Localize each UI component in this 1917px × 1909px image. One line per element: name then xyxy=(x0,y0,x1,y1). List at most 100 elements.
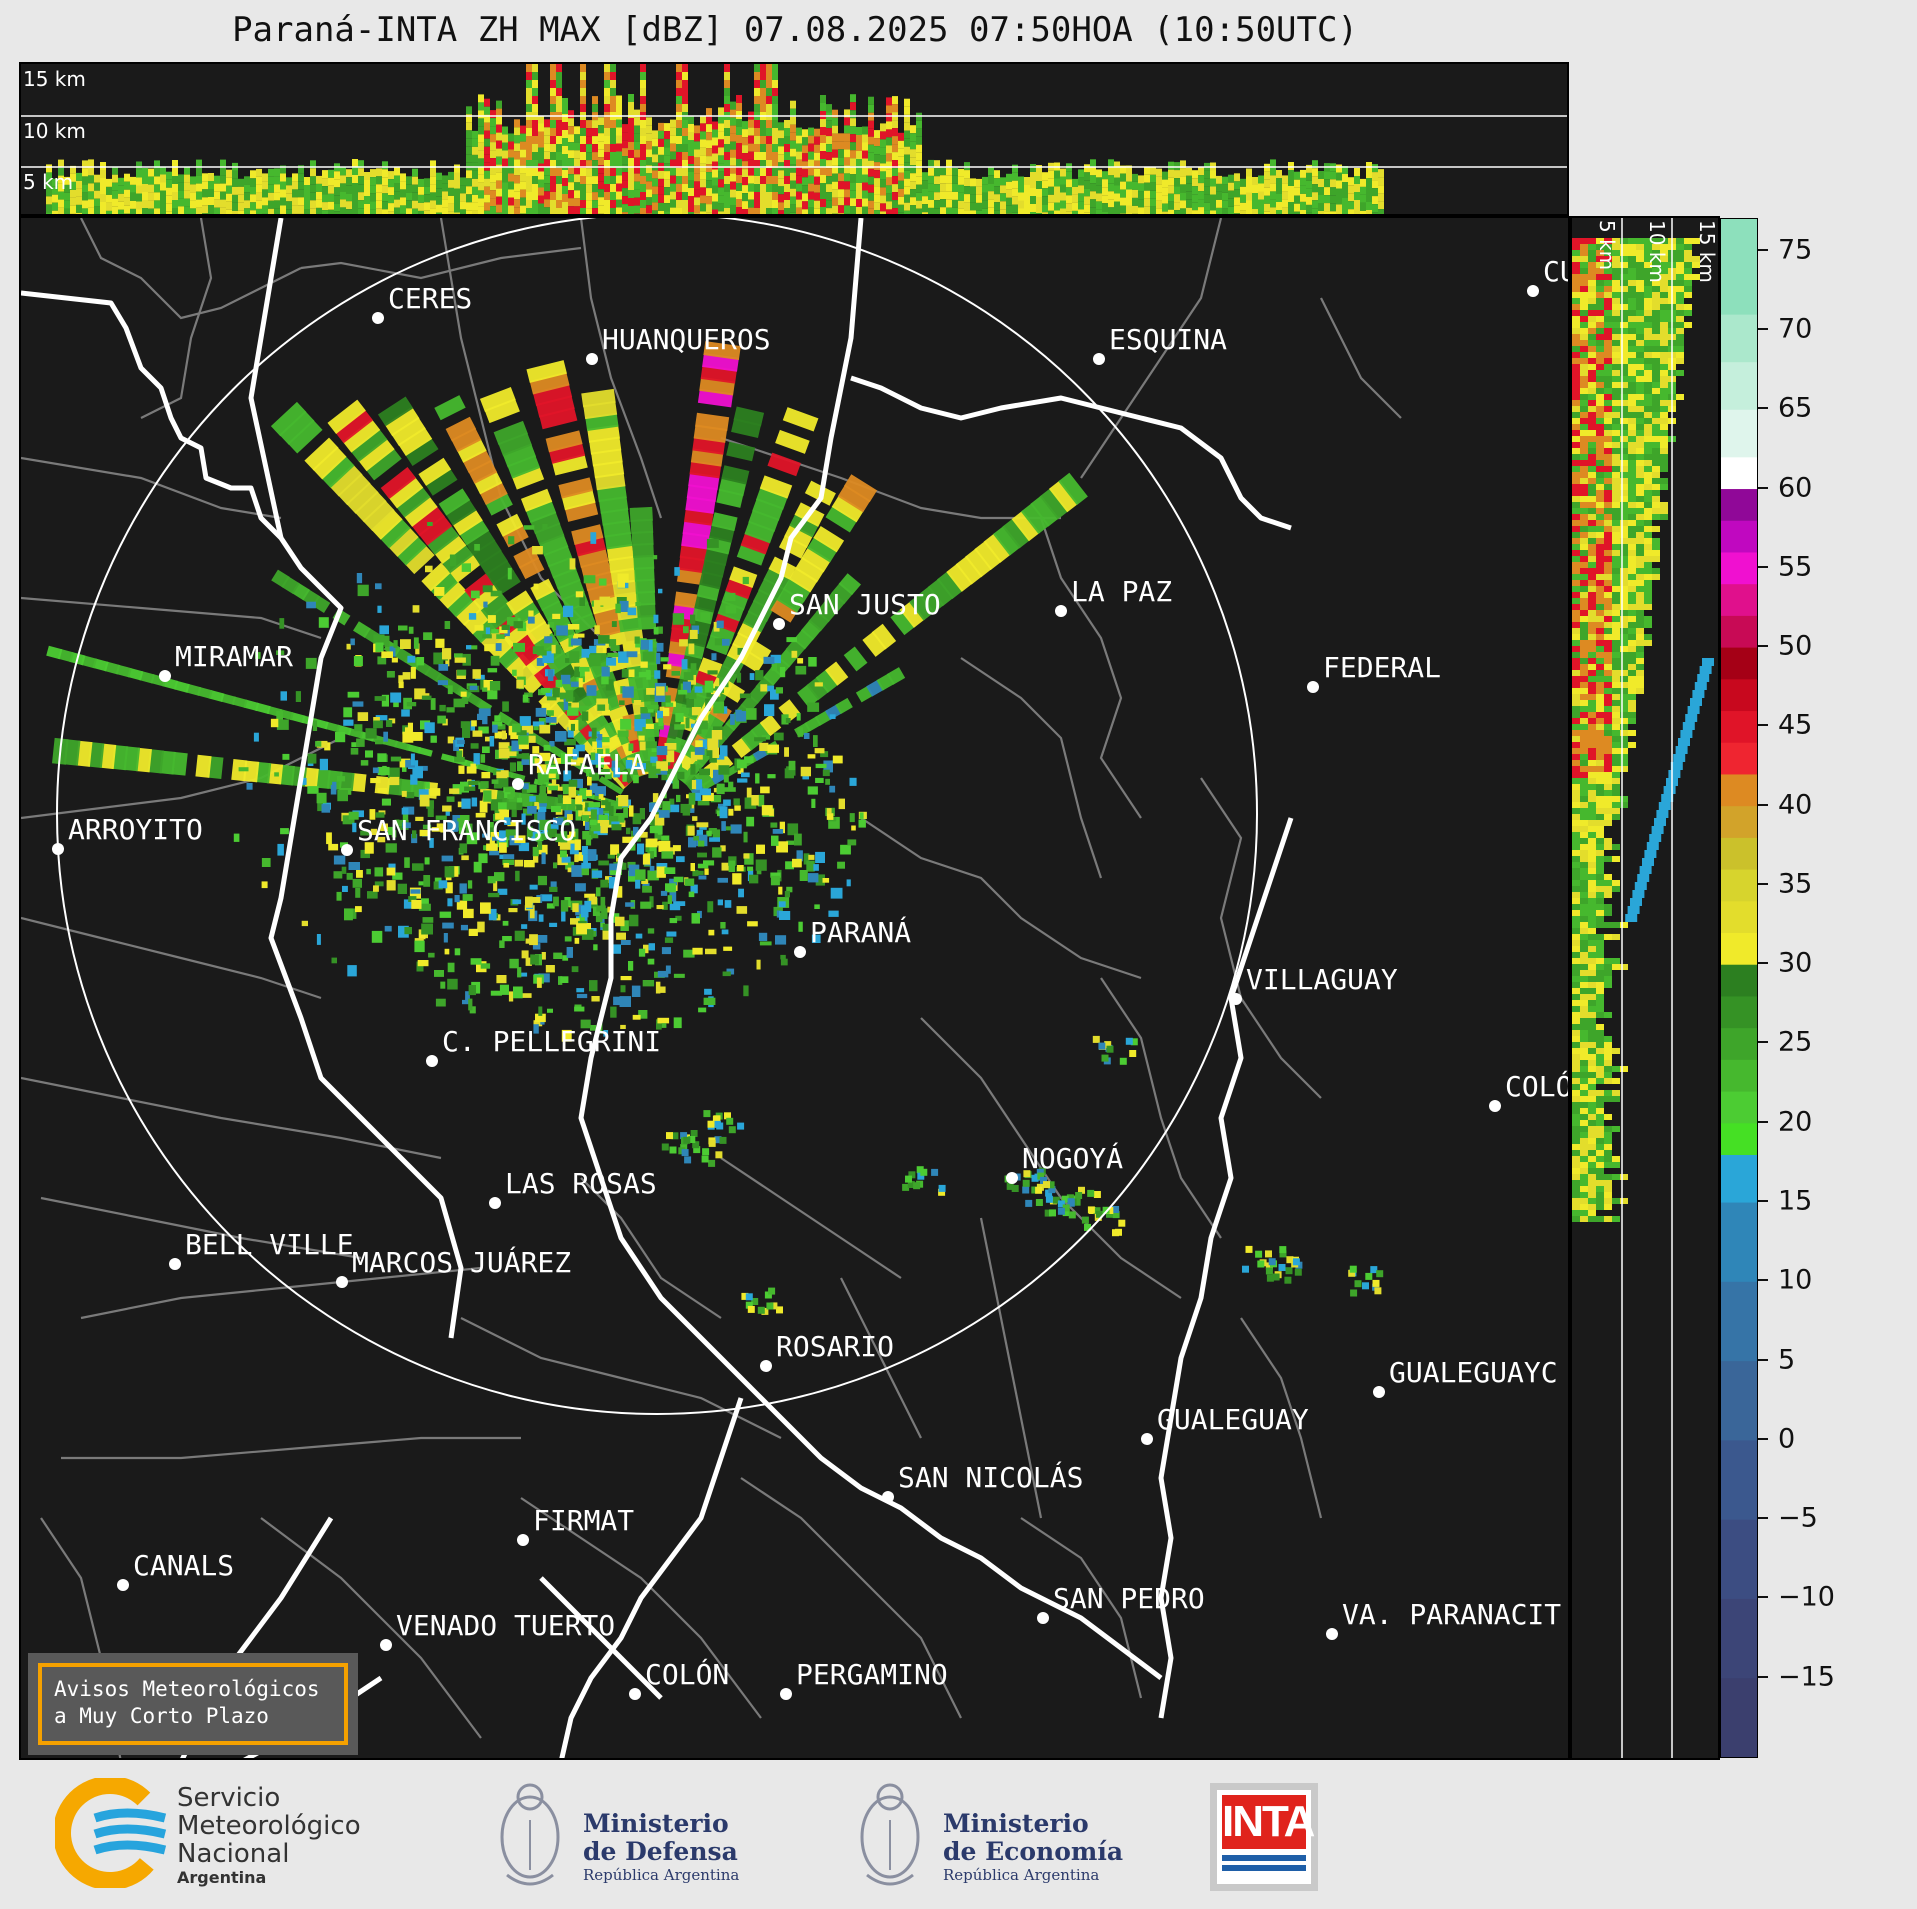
cross-section-cell xyxy=(760,72,766,80)
cross-section-cell xyxy=(1620,424,1628,430)
radar-echo-cell xyxy=(539,406,578,430)
cross-section-cell xyxy=(520,165,526,174)
radar-echo-cell xyxy=(597,748,604,757)
cross-section-cell xyxy=(250,194,256,203)
cross-section-cell xyxy=(1198,175,1204,184)
radar-echo-cell xyxy=(355,906,362,913)
cross-section-cell xyxy=(604,152,610,160)
cross-section-cell xyxy=(688,196,694,204)
radar-echo-cell xyxy=(430,735,437,743)
radar-echo-cell xyxy=(328,843,339,851)
radar-echo-cell xyxy=(463,908,474,919)
radar-echo-cell xyxy=(468,459,498,484)
cross-section-cell xyxy=(1628,490,1636,496)
cross-section-cell xyxy=(1180,184,1186,193)
cross-section-cell xyxy=(1628,568,1636,574)
cross-section-cell xyxy=(1620,502,1628,508)
radar-echo-cell xyxy=(384,635,390,647)
cross-section-cell xyxy=(886,185,892,194)
cross-section-cell xyxy=(1342,166,1348,174)
radar-echo-cell xyxy=(564,500,599,522)
radar-echo-cell xyxy=(761,735,771,740)
cross-section-cell xyxy=(1620,382,1628,388)
cross-section-cell xyxy=(1652,274,1660,280)
cross-section-cell xyxy=(682,168,688,176)
radar-echo-cell xyxy=(489,850,500,856)
cross-section-cell xyxy=(910,205,916,214)
radar-echo-cell xyxy=(472,730,483,737)
city-dot xyxy=(794,946,806,958)
cross-section-cell xyxy=(526,160,532,168)
radar-echo-cell xyxy=(622,770,627,782)
radar-echo-cell xyxy=(721,929,729,935)
cross-section-cell xyxy=(898,180,904,189)
cross-section-cell xyxy=(724,136,730,144)
radar-echo-cell xyxy=(692,752,703,760)
city-dot xyxy=(512,778,524,790)
radar-echo-cell xyxy=(657,970,669,978)
cross-section-cell xyxy=(496,124,502,133)
cross-section-cell xyxy=(424,202,430,211)
cross-section-cell xyxy=(790,140,796,149)
cross-section-cell xyxy=(502,174,508,183)
radar-echo-cell xyxy=(713,701,725,714)
cross-section-cell xyxy=(202,205,208,214)
cross-section-cell xyxy=(1006,189,1012,198)
cross-section-cell xyxy=(190,176,196,185)
radar-echo-cell xyxy=(601,737,610,743)
radar-echo-cell xyxy=(441,855,454,862)
cross-section-cell xyxy=(1596,598,1604,604)
cross-section-cell xyxy=(376,200,382,209)
radar-echo-cell xyxy=(651,819,656,826)
radar-echo-cell xyxy=(1084,1223,1091,1231)
cross-section-cell xyxy=(298,205,304,214)
cross-section-cell xyxy=(730,157,736,166)
cross-section-cell xyxy=(1660,346,1668,352)
cross-section-cell xyxy=(478,150,484,159)
cross-section-cell xyxy=(1288,194,1294,202)
cross-section-cell xyxy=(1636,496,1644,502)
radar-echo-cell xyxy=(672,845,681,852)
cross-section-cell xyxy=(1644,238,1652,244)
cross-section-cell xyxy=(166,171,172,180)
cross-section-cell xyxy=(640,208,646,214)
cross-section-cell xyxy=(178,190,184,199)
radar-echo-cell xyxy=(594,625,600,635)
cross-section-cell xyxy=(694,205,700,214)
cross-section-cell xyxy=(538,179,544,188)
radar-echo-cell xyxy=(424,857,430,865)
cross-section-cell xyxy=(1612,328,1620,334)
cross-section-cell xyxy=(316,183,322,192)
cross-section-cell xyxy=(1580,436,1588,442)
cross-section-cell xyxy=(514,151,520,160)
cross-section-cell xyxy=(388,187,394,196)
cross-section-cell xyxy=(958,176,964,185)
cross-section-cell xyxy=(1676,370,1684,376)
cross-section-cell xyxy=(844,181,850,190)
cross-section-cell xyxy=(298,173,304,182)
cross-section-cell xyxy=(1204,194,1210,203)
radar-echo-cell xyxy=(571,702,579,708)
city-firmat: FIRMAT xyxy=(517,1504,634,1546)
cross-section-cell xyxy=(1198,199,1204,208)
radar-echo-cell xyxy=(545,965,555,973)
radar-echo-cell xyxy=(775,935,787,945)
cross-section-cell xyxy=(742,193,748,202)
radar-echo-cell xyxy=(681,1149,689,1157)
cross-section-cell xyxy=(94,182,100,191)
cross-section-cell xyxy=(526,184,532,192)
radar-echo-cell xyxy=(513,642,525,652)
cross-section-cell xyxy=(1644,556,1652,562)
cross-section-cell xyxy=(406,200,412,209)
radar-echo-cell xyxy=(620,718,632,730)
radar-echo-cell xyxy=(1073,1198,1081,1206)
radar-echo-cell xyxy=(691,723,697,728)
cross-section-cell xyxy=(238,178,244,187)
cross-section-cell xyxy=(1042,188,1048,197)
cross-section-cell xyxy=(550,176,556,184)
radar-echo-cell xyxy=(482,746,490,753)
cross-section-cell xyxy=(556,192,562,200)
cross-section-cell xyxy=(724,120,730,128)
radar-echo-cell xyxy=(561,1029,572,1042)
chart-title: Paraná-INTA ZH MAX [dBZ] 07.08.2025 07:5… xyxy=(232,10,1358,50)
